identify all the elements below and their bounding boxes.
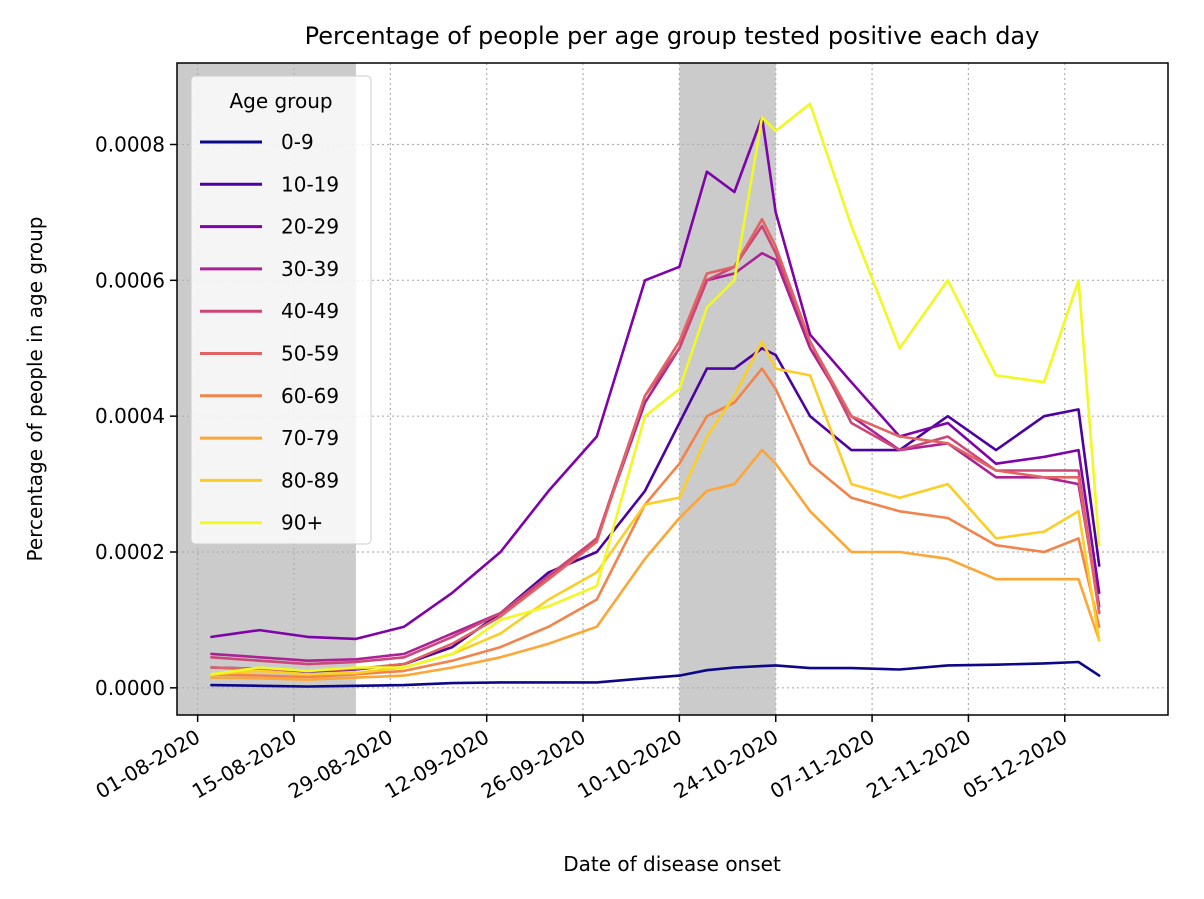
- legend-label: 10-19: [281, 172, 339, 196]
- legend-label: 0-9: [281, 130, 314, 154]
- legend: Age group 0-9 10-19 20-29 30-39 40-49 50-59 60…: [190, 75, 372, 545]
- x-axis-title: Date of disease onset: [563, 852, 781, 876]
- series-lines: [210, 102, 1101, 688]
- series-line-80-89: [210, 340, 1101, 676]
- y-axis: 0.0000 0.0002 0.0004 0.0006 0.0008: [95, 133, 177, 700]
- y-tick-label: 0.0000: [95, 676, 165, 700]
- legend-box: [190, 75, 372, 545]
- chart-title: Percentage of people per age group teste…: [305, 22, 1040, 50]
- shaded-period-2: [679, 63, 776, 715]
- series-line-90+: [210, 102, 1101, 676]
- legend-label: 90+: [281, 511, 323, 535]
- legend-items: 0-9 10-19 20-29 30-39 40-49 50-59 60-69 70-79 80…: [200, 130, 339, 535]
- y-tick-label: 0.0004: [95, 404, 165, 428]
- legend-label: 40-49: [281, 299, 339, 323]
- plot-frame: [176, 62, 1169, 716]
- y-tick-label: 0.0006: [95, 268, 165, 292]
- legend-label: 70-79: [281, 426, 339, 450]
- y-axis-title: Percentage of people in age group: [23, 217, 47, 562]
- series-line-40-49: [210, 224, 1101, 666]
- series-line-70-79: [210, 448, 1101, 682]
- legend-label: 30-39: [281, 257, 339, 281]
- legend-label: 50-59: [281, 342, 339, 366]
- series-line-20-29: [210, 116, 1101, 641]
- legend-label: 20-29: [281, 215, 339, 239]
- series-line-0-9: [210, 660, 1101, 688]
- legend-label: 60-69: [281, 384, 339, 408]
- legend-title: Age group: [229, 89, 332, 113]
- series-line-50-59: [210, 217, 1101, 673]
- series-line-60-69: [210, 367, 1101, 679]
- legend-label: 80-89: [281, 468, 339, 492]
- y-tick-label: 0.0002: [95, 540, 165, 564]
- y-tick-label: 0.0008: [95, 133, 165, 157]
